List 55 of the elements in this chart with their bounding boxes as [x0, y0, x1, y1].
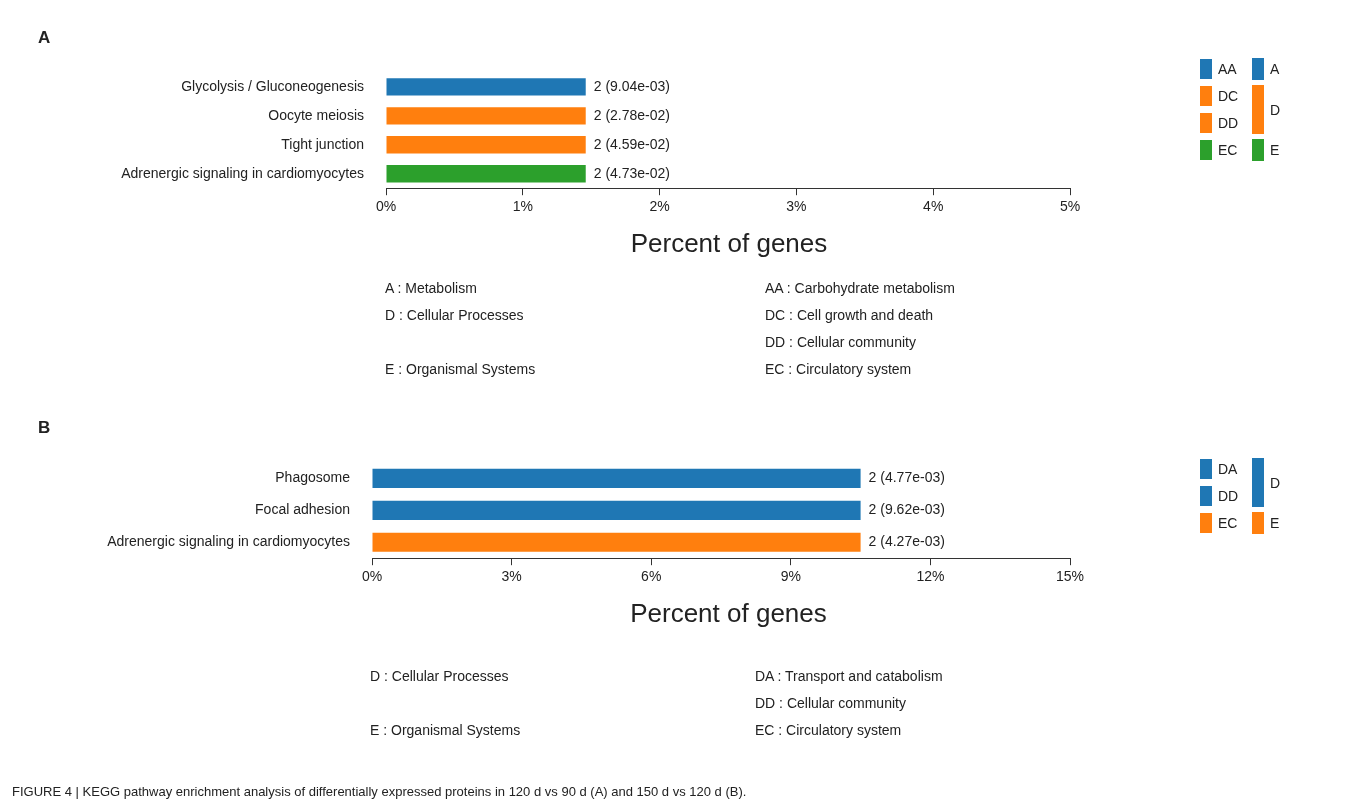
annotation: 2 (4.27e-03) — [868, 533, 945, 550]
y-tick-label: Adrenergic signaling in cardiomyocytes — [121, 164, 364, 181]
annotation: 2 (2.78e-02) — [593, 106, 671, 123]
x-tick-label: 1% — [512, 198, 533, 215]
x-tick-label: 15% — [1055, 568, 1085, 585]
text: DD : Cellular community — [765, 334, 916, 350]
x-tick-label: 2% — [649, 198, 670, 215]
x-axis-title: Percent of genes — [629, 228, 829, 259]
y-tick-label: Tight junction — [281, 135, 364, 152]
text: D : Cellular Processes — [370, 668, 509, 684]
text: AA : Carbohydrate metabolism — [765, 280, 955, 296]
text: A — [38, 28, 51, 48]
legend-label: AA — [1217, 60, 1237, 79]
y-tick-label: Glycolysis / Gluconeogenesis — [181, 77, 364, 94]
text: DA : Transport and catabolism — [755, 668, 943, 684]
annotation: 2 (4.59e-02) — [593, 135, 671, 152]
annotation: 2 (4.73e-02) — [593, 164, 671, 181]
text: DC : Cell growth and death — [765, 307, 934, 323]
x-axis-title: Percent of genes — [629, 598, 828, 629]
legend-label: DD — [1217, 487, 1239, 506]
text: EC : Circulatory system — [755, 722, 902, 738]
annotation: 2 (9.04e-03) — [593, 77, 671, 94]
y-tick-label: Focal adhesion — [255, 501, 350, 518]
text: D — [1269, 100, 1281, 120]
text: E : Organismal Systems — [370, 722, 521, 738]
y-tick-label: Oocyte meiosis — [268, 106, 364, 123]
x-tick-label: 0% — [375, 198, 397, 215]
legend-label: DD — [1217, 114, 1239, 133]
caption: FIGURE 4 | KEGG pathway enrichment analysis of differentially expressed proteins in 120 d vs 90 d (A) and 150 d vs 120 d (B). — [12, 784, 747, 799]
text: A : Metabolism — [385, 280, 477, 296]
y-tick-label: Phagosome — [275, 469, 351, 486]
legend-label: DA — [1217, 460, 1238, 479]
x-tick-label: 9% — [780, 568, 801, 585]
annotation: 2 (9.62e-03) — [868, 501, 945, 518]
x-tick-label: 5% — [1059, 198, 1081, 215]
y-tick-label: Adrenergic signaling in cardiomyocytes — [107, 533, 350, 550]
text: A — [1269, 60, 1280, 79]
legend-label: EC — [1217, 141, 1238, 160]
x-tick-label: 3% — [501, 568, 522, 585]
x-tick-label: 0% — [361, 568, 383, 585]
text: D : Cellular Processes — [385, 307, 524, 323]
x-tick-label: 4% — [923, 198, 944, 215]
x-tick-label: 6% — [641, 568, 662, 585]
text: DD : Cellular community — [755, 695, 906, 711]
text: EC : Circulatory system — [765, 361, 912, 377]
annotation: 2 (4.77e-03) — [868, 469, 945, 486]
text: E — [1269, 141, 1280, 160]
x-tick-label: 12% — [916, 568, 945, 585]
x-tick-label: 3% — [786, 198, 807, 215]
text: D — [1269, 473, 1281, 493]
text: E : Organismal Systems — [385, 361, 536, 377]
text: B — [38, 418, 51, 438]
legend-label: DC — [1217, 87, 1239, 106]
legend-label: EC — [1217, 514, 1238, 533]
text: E — [1269, 514, 1280, 533]
